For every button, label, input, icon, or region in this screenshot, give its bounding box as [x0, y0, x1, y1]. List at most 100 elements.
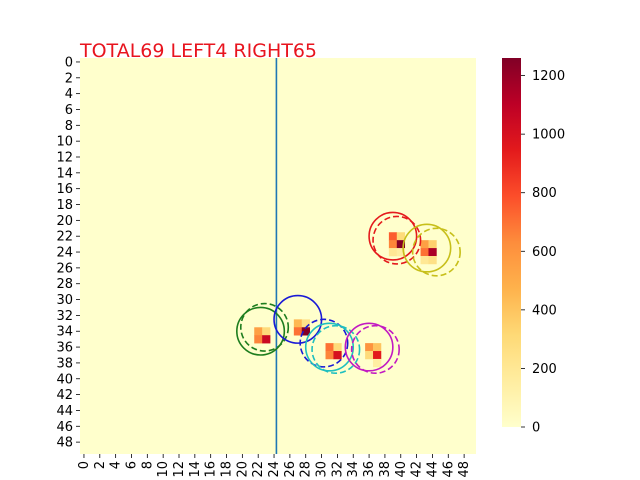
y-tick-label: 10 [56, 135, 73, 150]
heatmap-cell [420, 240, 429, 249]
heatmap-cell [420, 256, 429, 265]
x-axis: 0 2 4 6 8 10 12 14 16 18 20 22 24 26 28 30 32 34 36 38 40 42 4… [77, 454, 472, 478]
heatmap-cell [396, 232, 406, 241]
y-axis: 0246810121416182022242628303234363840424… [56, 55, 80, 451]
heatmap-cell [420, 248, 429, 257]
x-tick-label: 2 [93, 461, 108, 469]
cluster-circle-dashed [411, 227, 461, 277]
cluster-circle-solid [304, 322, 355, 372]
y-tick-label: 42 [56, 388, 73, 403]
x-tick-label: 20 [235, 461, 250, 478]
heatmap-cell [396, 240, 406, 249]
cluster-circle-solid [368, 211, 418, 261]
x-tick-label: 6 [124, 461, 139, 469]
y-tick-label: 18 [56, 198, 73, 213]
colorbar: 0 200 400 600 800 1000 1200 [502, 58, 565, 436]
cluster-circle-dashed [350, 324, 400, 375]
heatmap-cell [388, 240, 398, 249]
x-tick-label: 36 [362, 461, 377, 478]
y-tick-label: 38 [56, 356, 73, 371]
y-tick-label: 22 [56, 230, 73, 245]
cluster-circle-dashed [239, 302, 290, 352]
heatmap-cell [325, 343, 334, 352]
x-tick-label: 22 [251, 461, 266, 478]
x-tick-label: 26 [283, 461, 298, 478]
heatmap-cell [262, 335, 271, 344]
colorbar-tick-label: 0 [532, 421, 540, 436]
y-tick-label: 28 [56, 277, 73, 292]
heatmap-cell [373, 351, 382, 360]
x-tick-label: 38 [378, 461, 393, 478]
x-tick-label: 32 [330, 461, 345, 478]
y-tick-label: 16 [56, 182, 73, 197]
cluster-circle-solid [273, 294, 323, 344]
y-tick-label: 46 [56, 420, 73, 435]
colorbar-tick-label: 400 [532, 303, 557, 318]
x-tick-label: 40 [394, 461, 409, 478]
heatmap-cell [293, 319, 303, 328]
x-tick-label: 0 [77, 461, 92, 469]
cluster-circle-solid [402, 223, 452, 273]
y-tick-label: 14 [56, 166, 73, 181]
y-tick-label: 40 [56, 372, 73, 387]
heatmap-cell [388, 248, 398, 257]
y-tick-label: 12 [56, 151, 73, 166]
y-tick-label: 30 [56, 293, 73, 308]
y-tick-label: 20 [56, 214, 73, 229]
heatmap-cell [293, 327, 303, 336]
plot-area [80, 58, 476, 454]
y-tick-label: 44 [56, 404, 73, 419]
colorbar-tick-label: 200 [532, 362, 557, 377]
y-tick-label: 32 [56, 309, 73, 324]
x-tick-label: 4 [109, 461, 124, 469]
cluster-circle-dashed [311, 324, 361, 375]
x-tick-label: 12 [172, 461, 187, 478]
x-tick-label: 42 [410, 461, 425, 478]
heatmap-cell [373, 343, 382, 352]
heatmap-cell [301, 319, 310, 328]
x-tick-label: 44 [425, 461, 440, 478]
heatmap-cell [373, 358, 382, 368]
heatmap-cell [254, 327, 263, 336]
colorbar-tick-label: 600 [532, 245, 557, 260]
heatmap-cell [325, 351, 334, 360]
colorbar-tick-label: 1200 [532, 69, 565, 84]
x-tick-label: 34 [346, 461, 361, 478]
heatmap-cell [254, 335, 263, 344]
heatmap-cell [396, 248, 406, 257]
y-tick-label: 48 [56, 436, 73, 451]
y-tick-label: 26 [56, 261, 73, 276]
x-tick-label: 46 [441, 461, 456, 478]
y-tick-label: 0 [65, 55, 73, 70]
y-tick-label: 24 [56, 246, 73, 261]
heatmap-cell [301, 327, 310, 336]
heatmap-cell [428, 256, 437, 265]
x-tick-label: 18 [220, 461, 235, 478]
heatmap-cell [388, 232, 398, 241]
heatmap-cell [262, 327, 271, 336]
chart-title: TOTAL69 LEFT4 RIGHT65 [79, 40, 317, 62]
y-tick-label: 34 [56, 325, 73, 340]
x-tick-label: 16 [204, 461, 219, 478]
heatmap-cell [428, 240, 437, 249]
x-tick-label: 24 [267, 461, 282, 478]
heatmap-cell [365, 351, 374, 360]
colorbar-tick-label: 800 [532, 186, 557, 201]
y-tick-label: 2 [65, 71, 73, 86]
x-tick-label: 48 [457, 461, 472, 478]
y-tick-label: 8 [65, 119, 73, 134]
heatmap-cell [333, 343, 342, 352]
cluster-circle-solid [344, 322, 394, 372]
heatmap-cells [254, 232, 437, 368]
x-tick-label: 14 [188, 461, 203, 478]
y-tick-label: 4 [65, 87, 73, 102]
y-tick-label: 6 [65, 103, 73, 118]
cluster-circle-dashed [372, 215, 422, 265]
colorbar-tick-label: 1000 [532, 128, 565, 143]
colorbar-gradient [502, 58, 521, 427]
x-tick-label: 8 [140, 461, 155, 469]
plot-background [80, 58, 476, 454]
y-tick-label: 36 [56, 341, 73, 356]
x-tick-label: 28 [299, 461, 314, 478]
